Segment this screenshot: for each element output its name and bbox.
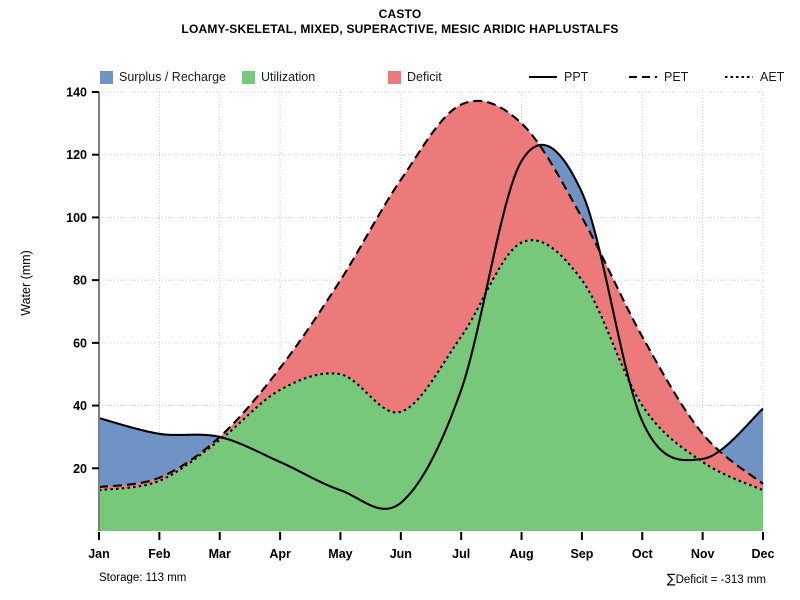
svg-text:Jun: Jun	[390, 547, 412, 561]
svg-text:Dec: Dec	[752, 547, 775, 561]
svg-text:Jan: Jan	[88, 547, 110, 561]
legend-label-pet: PET	[664, 70, 689, 84]
svg-text:40: 40	[73, 399, 87, 413]
legend-label-deficit: Deficit	[407, 70, 442, 84]
deficit-note-text: Deficit = -313 mm	[675, 574, 766, 586]
svg-text:120: 120	[66, 148, 87, 162]
chart-title: CASTO	[378, 7, 422, 21]
sigma-icon: ∑	[666, 572, 676, 587]
legend-label-utilization: Utilization	[261, 70, 316, 84]
svg-text:80: 80	[73, 274, 87, 288]
chart-subtitle: LOAMY-SKELETAL, MIXED, SUPERACTIVE, MESI…	[181, 22, 619, 36]
svg-text:Jul: Jul	[452, 547, 470, 561]
data-lines	[98, 99, 764, 510]
svg-text:Sep: Sep	[570, 547, 593, 561]
svg-text:140: 140	[66, 86, 87, 100]
chart-legend: Surplus / Recharge Utilization Deficit P…	[100, 68, 784, 86]
svg-text:Oct: Oct	[632, 547, 654, 561]
deficit-note: ∑Deficit = -313 mm	[667, 572, 766, 587]
dashed-line-icon	[628, 71, 658, 83]
y-tick-labels: 20 40 60 80 100 120 140	[66, 86, 87, 476]
legend-label-ppt: PPT	[564, 70, 589, 84]
svg-text:Mar: Mar	[209, 547, 231, 561]
chart-title-block: CASTO LOAMY-SKELETAL, MIXED, SUPERACTIVE…	[0, 7, 800, 37]
legend-swatch-utilization	[242, 70, 255, 84]
svg-text:May: May	[328, 547, 352, 561]
axes	[92, 91, 764, 540]
svg-text:Aug: Aug	[509, 547, 533, 561]
legend-swatch-surplus	[100, 70, 113, 84]
svg-text:Nov: Nov	[691, 547, 715, 561]
legend-item-pet[interactable]: PET	[628, 68, 688, 86]
fill-regions	[99, 100, 763, 531]
legend-item-aet[interactable]: AET	[724, 68, 784, 86]
legend-item-ppt[interactable]: PPT	[528, 68, 588, 86]
svg-text:20: 20	[73, 462, 87, 476]
svg-text:Apr: Apr	[269, 547, 291, 561]
svg-text:100: 100	[66, 211, 87, 225]
legend-label-aet: AET	[760, 70, 785, 84]
legend-label-surplus: Surplus / Recharge	[119, 70, 227, 84]
legend-item-surplus[interactable]: Surplus / Recharge	[100, 68, 226, 86]
dotted-line-icon	[724, 71, 754, 83]
solid-line-icon	[528, 71, 558, 83]
storage-note: Storage: 113 mm	[99, 572, 187, 584]
legend-item-deficit[interactable]: Deficit	[388, 68, 442, 86]
legend-swatch-deficit	[388, 70, 401, 84]
legend-item-utilization[interactable]: Utilization	[242, 68, 315, 86]
svg-text:Feb: Feb	[148, 547, 171, 561]
x-tick-labels: Jan Feb Mar Apr May Jun Jul Aug Sep Oct Nov Dec	[88, 547, 774, 561]
svg-text:60: 60	[73, 336, 87, 350]
